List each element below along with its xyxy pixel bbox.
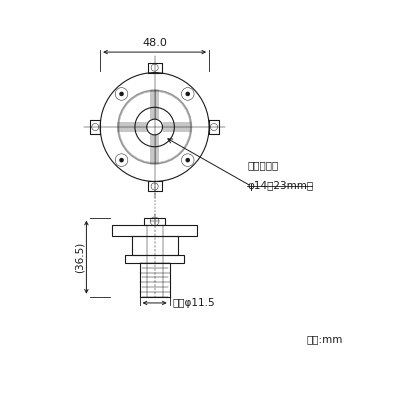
Circle shape (186, 158, 189, 162)
Bar (132, 236, 178, 255)
Circle shape (186, 92, 189, 96)
Bar (125, 255, 184, 263)
Text: 単位:mm: 単位:mm (306, 334, 343, 344)
Circle shape (120, 158, 123, 162)
Bar (144, 218, 165, 225)
Text: (36.5): (36.5) (75, 242, 85, 273)
Text: 48.0: 48.0 (142, 38, 167, 48)
Text: 水栓吐吸口: 水栓吐吸口 (247, 160, 278, 170)
Text: φ14～23mm用: φ14～23mm用 (247, 181, 314, 191)
Circle shape (120, 92, 123, 96)
Text: 内径φ11.5: 内径φ11.5 (172, 298, 215, 308)
Bar (112, 225, 197, 236)
